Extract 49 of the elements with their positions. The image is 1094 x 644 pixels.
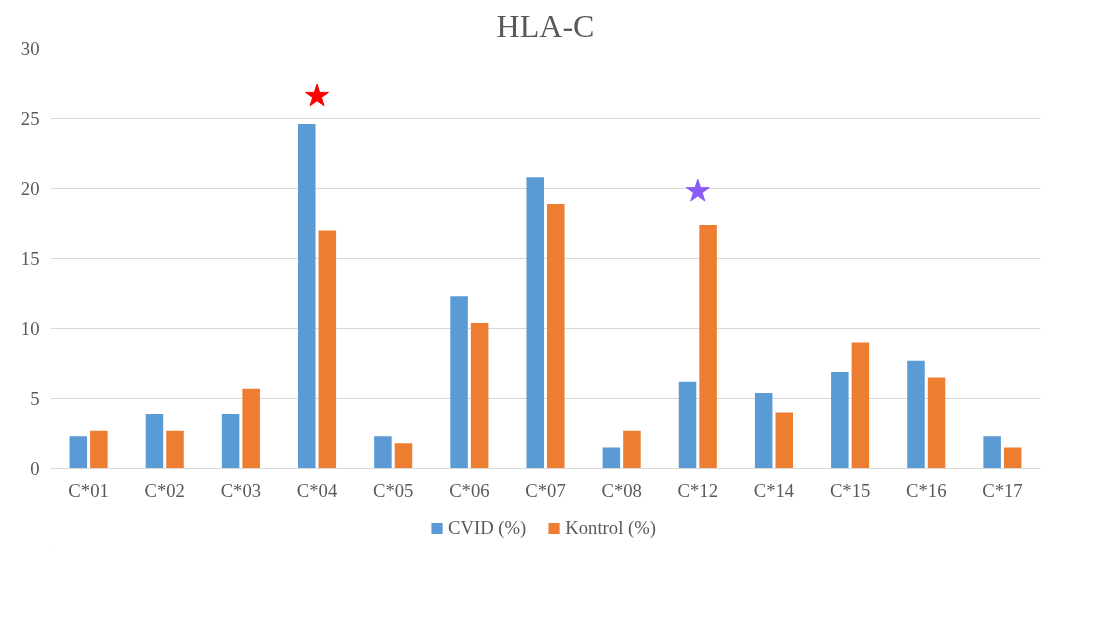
- bar: [90, 430, 108, 469]
- x-tick-label: C*15: [829, 479, 871, 501]
- bar: [221, 413, 240, 469]
- bar: [851, 342, 870, 469]
- legend-label: Kontrol (%): [565, 517, 656, 539]
- bar: [298, 124, 316, 469]
- x-tick-label: C*07: [525, 479, 566, 501]
- y-tick-label: 0: [30, 458, 40, 479]
- bar: [318, 230, 337, 469]
- y-tick-label: 30: [20, 38, 40, 59]
- y-tick-label: 20: [20, 178, 40, 199]
- bar: [602, 447, 621, 469]
- bar: [470, 322, 489, 469]
- bar: [983, 436, 1001, 469]
- x-tick-label: C*16: [906, 479, 947, 501]
- bar: [927, 377, 946, 469]
- bar: [166, 430, 184, 469]
- bar: [831, 371, 849, 469]
- x-tick-label: C*03: [220, 479, 262, 501]
- bar: [69, 436, 88, 469]
- x-tick-label: C*08: [601, 479, 642, 501]
- bar: [374, 436, 392, 469]
- bar: [450, 296, 468, 469]
- bar: [699, 224, 717, 469]
- bar: [526, 177, 544, 469]
- bar: [1003, 447, 1022, 469]
- x-tick-label: C*04: [296, 479, 338, 501]
- bar: [242, 388, 260, 469]
- y-tick-label: 15: [20, 248, 40, 269]
- bar: [775, 412, 793, 469]
- y-tick-label: 10: [20, 318, 40, 339]
- x-tick-label: C*02: [144, 479, 185, 501]
- bar: [754, 392, 773, 469]
- x-tick-label: C*05: [372, 479, 414, 501]
- x-tick-label: C*14: [753, 479, 795, 501]
- bar: [547, 203, 565, 469]
- x-tick-label: C*06: [449, 479, 490, 501]
- legend-label: CVID (%): [448, 517, 527, 539]
- bar: [678, 381, 697, 469]
- x-tick-label: C*17: [982, 479, 1023, 501]
- bar: [394, 443, 413, 469]
- bar: [145, 413, 164, 469]
- x-tick-label: C*01: [68, 479, 109, 501]
- bar: [623, 430, 641, 469]
- chart-title: HLA-C: [496, 7, 595, 44]
- y-tick-label: 5: [30, 388, 40, 409]
- bar: [907, 360, 925, 469]
- y-tick-label: 25: [20, 108, 40, 129]
- x-tick-label: C*12: [677, 479, 719, 501]
